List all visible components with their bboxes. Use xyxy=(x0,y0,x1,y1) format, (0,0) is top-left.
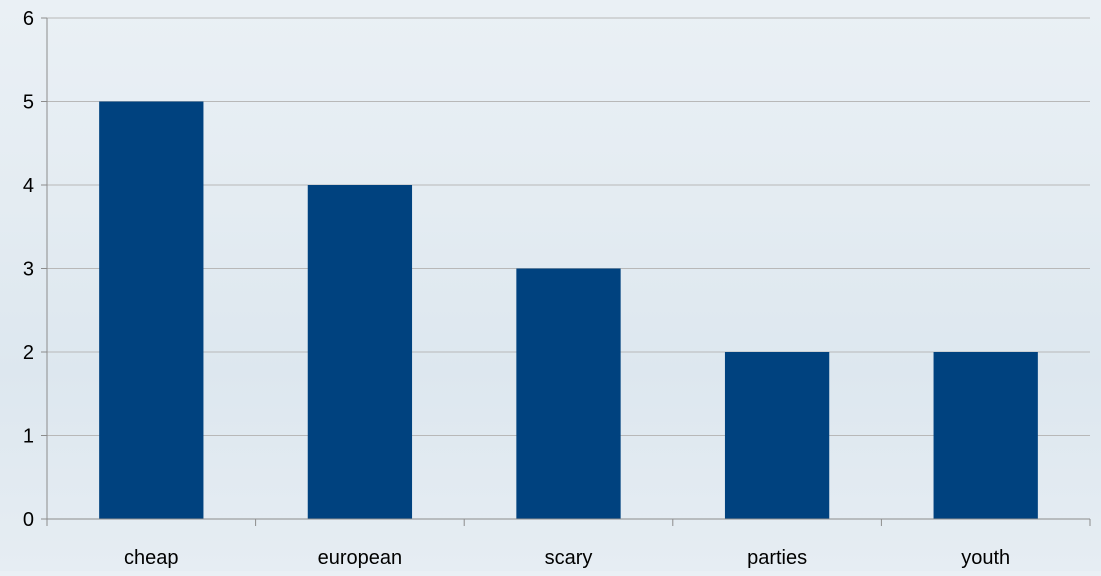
x-tick-label: cheap xyxy=(124,547,179,569)
y-tick-label: 1 xyxy=(23,426,34,448)
x-tick-label: european xyxy=(318,547,403,569)
bars xyxy=(99,101,1038,519)
y-tick-label: 3 xyxy=(23,259,34,281)
y-tick-label: 6 xyxy=(23,8,34,30)
y-tick-label: 4 xyxy=(23,175,34,197)
y-tick-label: 0 xyxy=(23,509,34,531)
x-tick-label: parties xyxy=(747,547,807,569)
x-tick-labels: cheap european scary parties youth xyxy=(124,547,1010,569)
y-tick-labels: 0 1 2 3 4 5 6 xyxy=(23,8,34,531)
x-tick-label: scary xyxy=(545,547,593,569)
y-tick-label: 5 xyxy=(23,92,34,114)
bar-scary xyxy=(516,268,621,519)
bar-cheap xyxy=(99,101,204,519)
axes xyxy=(41,17,1091,526)
bar-european xyxy=(307,185,413,519)
bar-parties xyxy=(724,352,830,519)
bar-youth xyxy=(933,352,1038,519)
y-tick-label: 2 xyxy=(23,342,34,364)
x-tick-label: youth xyxy=(961,547,1010,569)
